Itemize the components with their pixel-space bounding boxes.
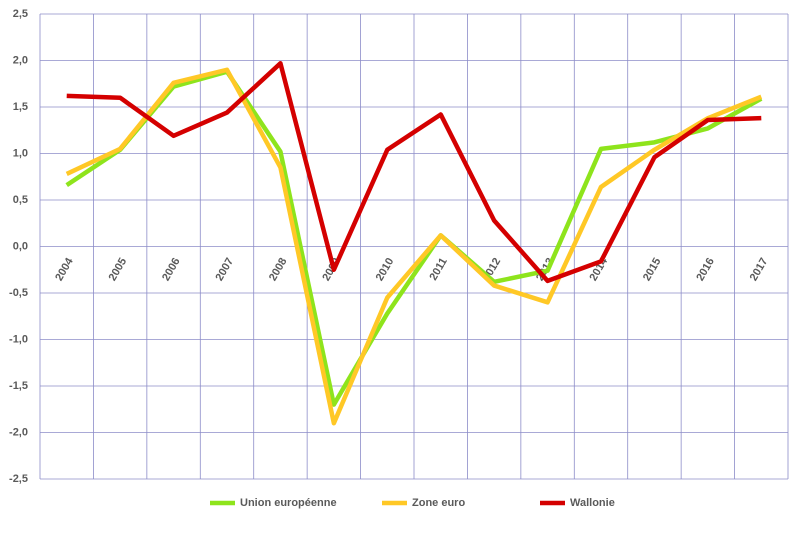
y-tick-label: 0,0 <box>13 240 28 252</box>
x-tick-label: 2017 <box>748 256 771 283</box>
y-tick-label: -1,0 <box>9 333 28 345</box>
series-line <box>65 69 763 407</box>
x-tick-label: 2005 <box>107 256 130 283</box>
series-line <box>65 67 763 426</box>
x-tick-label: 2016 <box>694 256 717 283</box>
x-tick-label: 2010 <box>374 256 397 283</box>
x-tick-label: 2008 <box>267 256 290 283</box>
y-tick-label: -0,5 <box>9 287 28 299</box>
y-tick-label: 1,5 <box>13 101 28 113</box>
y-tick-label: -2,5 <box>9 473 28 485</box>
y-tick-label: 2,0 <box>13 54 28 66</box>
y-tick-label: 1,0 <box>13 147 28 159</box>
legend-label: Wallonie <box>570 497 615 509</box>
x-tick-label: 2015 <box>641 256 664 283</box>
y-tick-label: 2,5 <box>13 8 28 20</box>
x-tick-label: 2006 <box>160 256 183 283</box>
x-tick-label: 2011 <box>427 256 449 283</box>
legend-item: Union européenne <box>210 497 337 509</box>
x-tick-label: 2014 <box>587 255 610 283</box>
legend-item: Zone euro <box>382 497 465 509</box>
y-tick-label: 0,5 <box>13 194 28 206</box>
legend-item: Wallonie <box>540 497 615 509</box>
y-tick-label: -2,0 <box>9 426 28 438</box>
series-line <box>66 61 762 284</box>
legend-label: Zone euro <box>412 497 465 509</box>
legend-label: Union européenne <box>240 497 337 509</box>
x-tick-label: 2007 <box>213 256 236 283</box>
x-tick-label: 2004 <box>53 255 76 283</box>
y-tick-label: -1,5 <box>9 380 28 392</box>
